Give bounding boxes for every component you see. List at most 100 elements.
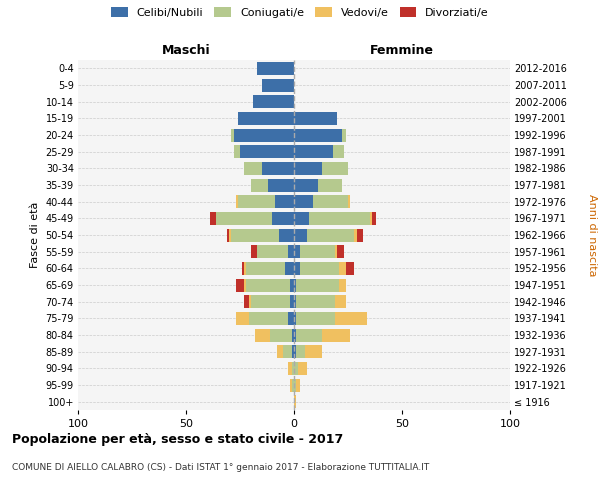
Bar xyxy=(272,212,294,225)
Bar xyxy=(247,262,286,275)
Bar xyxy=(292,362,294,375)
Bar xyxy=(290,378,292,392)
Bar xyxy=(355,228,356,241)
Bar xyxy=(242,262,244,275)
Bar xyxy=(309,212,370,225)
Bar xyxy=(294,278,296,291)
Bar xyxy=(248,295,251,308)
Bar xyxy=(296,312,335,325)
Bar xyxy=(294,228,307,241)
Bar xyxy=(238,195,275,208)
Bar xyxy=(277,345,283,358)
Bar xyxy=(294,245,301,258)
Bar xyxy=(296,378,301,392)
Bar xyxy=(341,128,346,141)
Bar xyxy=(251,178,268,192)
Bar xyxy=(313,195,348,208)
Bar xyxy=(210,212,216,225)
Bar xyxy=(348,195,350,208)
Text: Popolazione per età, sesso e stato civile - 2017: Popolazione per età, sesso e stato civil… xyxy=(12,432,343,446)
Bar xyxy=(301,262,340,275)
Bar xyxy=(244,262,247,275)
Bar xyxy=(292,378,294,392)
Text: COMUNE DI AIELLO CALABRO (CS) - Dati ISTAT 1° gennaio 2017 - Elaborazione TUTTIT: COMUNE DI AIELLO CALABRO (CS) - Dati IST… xyxy=(12,462,429,471)
Bar xyxy=(294,312,296,325)
Bar xyxy=(296,278,340,291)
Bar xyxy=(370,212,372,225)
Legend: Celibi/Nubili, Coniugati/e, Vedovi/e, Divorziati/e: Celibi/Nubili, Coniugati/e, Vedovi/e, Di… xyxy=(107,2,493,22)
Bar xyxy=(251,245,257,258)
Bar xyxy=(244,278,247,291)
Bar xyxy=(236,195,238,208)
Bar xyxy=(294,212,309,225)
Bar xyxy=(227,228,229,241)
Bar xyxy=(262,78,294,92)
Bar xyxy=(346,262,355,275)
Bar xyxy=(307,228,355,241)
Bar xyxy=(268,178,294,192)
Bar xyxy=(294,128,341,141)
Bar xyxy=(229,228,232,241)
Bar xyxy=(236,312,248,325)
Bar xyxy=(270,328,292,342)
Bar xyxy=(292,345,294,358)
Bar xyxy=(232,228,279,241)
Bar xyxy=(340,278,346,291)
Bar xyxy=(244,162,262,175)
Bar xyxy=(248,312,287,325)
Bar xyxy=(253,95,294,108)
Bar xyxy=(294,395,296,408)
Bar xyxy=(356,228,363,241)
Bar xyxy=(283,345,292,358)
Bar xyxy=(290,295,294,308)
Bar xyxy=(257,62,294,75)
Bar xyxy=(294,262,301,275)
Bar xyxy=(301,245,335,258)
Bar xyxy=(251,295,290,308)
Bar xyxy=(294,178,318,192)
Bar xyxy=(294,295,296,308)
Bar xyxy=(286,262,294,275)
Bar xyxy=(255,328,270,342)
Bar xyxy=(216,212,272,225)
Bar xyxy=(294,345,296,358)
Bar xyxy=(233,145,240,158)
Bar xyxy=(290,278,294,291)
Bar xyxy=(287,245,294,258)
Bar xyxy=(340,262,346,275)
Text: Maschi: Maschi xyxy=(161,44,211,57)
Bar xyxy=(335,312,367,325)
Bar xyxy=(240,145,294,158)
Bar xyxy=(294,362,298,375)
Bar xyxy=(333,145,344,158)
Bar xyxy=(238,112,294,125)
Bar xyxy=(294,112,337,125)
Bar xyxy=(322,162,348,175)
Bar xyxy=(318,178,341,192)
Bar xyxy=(247,278,290,291)
Bar xyxy=(322,328,350,342)
Y-axis label: Fasce di età: Fasce di età xyxy=(30,202,40,268)
Bar xyxy=(294,162,322,175)
Bar xyxy=(335,295,346,308)
Bar xyxy=(244,295,248,308)
Bar xyxy=(337,245,344,258)
Bar xyxy=(296,328,322,342)
Bar xyxy=(294,378,296,392)
Bar xyxy=(294,195,313,208)
Bar xyxy=(335,245,337,258)
Bar xyxy=(233,128,294,141)
Bar xyxy=(279,228,294,241)
Bar xyxy=(262,162,294,175)
Bar xyxy=(275,195,294,208)
Bar xyxy=(287,362,292,375)
Bar xyxy=(372,212,376,225)
Bar xyxy=(305,345,322,358)
Text: Femmine: Femmine xyxy=(370,44,434,57)
Text: Anni di nascita: Anni di nascita xyxy=(587,194,597,276)
Bar xyxy=(298,362,307,375)
Bar xyxy=(294,145,333,158)
Bar xyxy=(294,328,296,342)
Bar xyxy=(257,245,287,258)
Bar xyxy=(232,128,233,141)
